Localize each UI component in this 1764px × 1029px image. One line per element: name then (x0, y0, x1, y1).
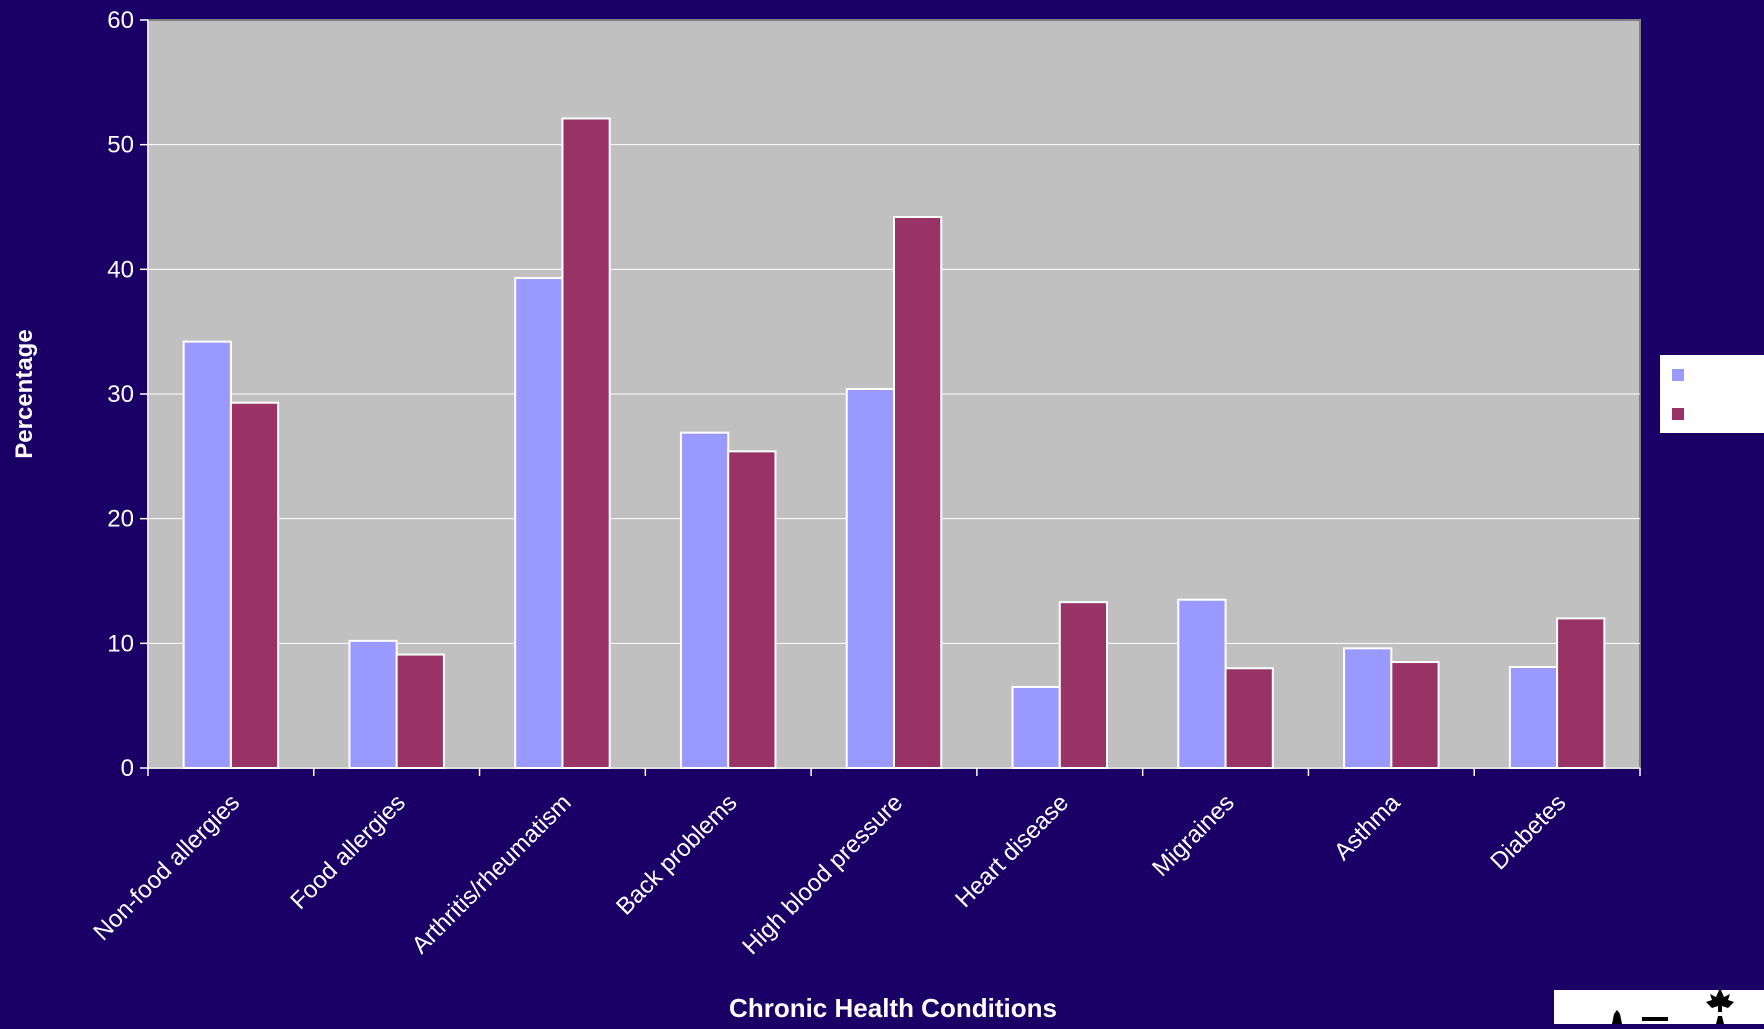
bar-2 (1556, 617, 1606, 770)
x-tick-label: Diabetes (1485, 789, 1571, 875)
y-axis-label: Percentage (11, 329, 38, 458)
bar-1 (1343, 647, 1393, 770)
x-tick-label: Arthritis/rheumatism (407, 789, 577, 959)
bar-1 (514, 277, 564, 769)
y-tick-label: 50 (107, 132, 134, 159)
x-tick-label: Asthma (1329, 789, 1406, 866)
bar-2 (727, 450, 777, 769)
y-tick-label: 20 (107, 506, 134, 533)
bar-1 (1508, 666, 1559, 770)
bar-1 (348, 639, 398, 770)
bar-1 (679, 431, 730, 769)
bar-1 (845, 388, 896, 769)
x-axis-label: Chronic Health Conditions (729, 993, 1057, 1023)
x-tick-label: Migraines (1147, 789, 1240, 882)
y-tick-label: 60 (107, 7, 134, 34)
bar-2 (1224, 667, 1274, 769)
x-tick-label: High blood pressure (737, 789, 908, 960)
maple-leaf-logo (1554, 988, 1764, 1024)
bar-1 (1177, 598, 1227, 770)
y-tick-label: 10 (107, 630, 134, 657)
bar-2 (1390, 661, 1440, 769)
x-tick-label: Back problems (611, 789, 742, 920)
x-tick-label: Food allergies (285, 789, 411, 915)
legend (1660, 355, 1764, 433)
bar-2 (395, 653, 445, 770)
bar-2 (561, 117, 611, 769)
y-tick-label: 0 (121, 755, 134, 782)
bar-2 (229, 401, 280, 769)
x-tick-label: Heart disease (950, 789, 1074, 913)
bar-1 (1011, 685, 1061, 770)
legend-swatch-series-2 (1672, 408, 1684, 420)
legend-swatch-series-1 (1672, 369, 1684, 381)
y-tick-label: 30 (107, 381, 134, 408)
bar-2 (893, 215, 943, 769)
bar-2 (1058, 601, 1109, 770)
y-tick-label: 40 (107, 256, 134, 283)
x-tick-label: Non-food allergies (88, 789, 245, 946)
bar-1 (182, 340, 232, 769)
legend-box (1660, 355, 1764, 433)
bars (182, 117, 1606, 770)
